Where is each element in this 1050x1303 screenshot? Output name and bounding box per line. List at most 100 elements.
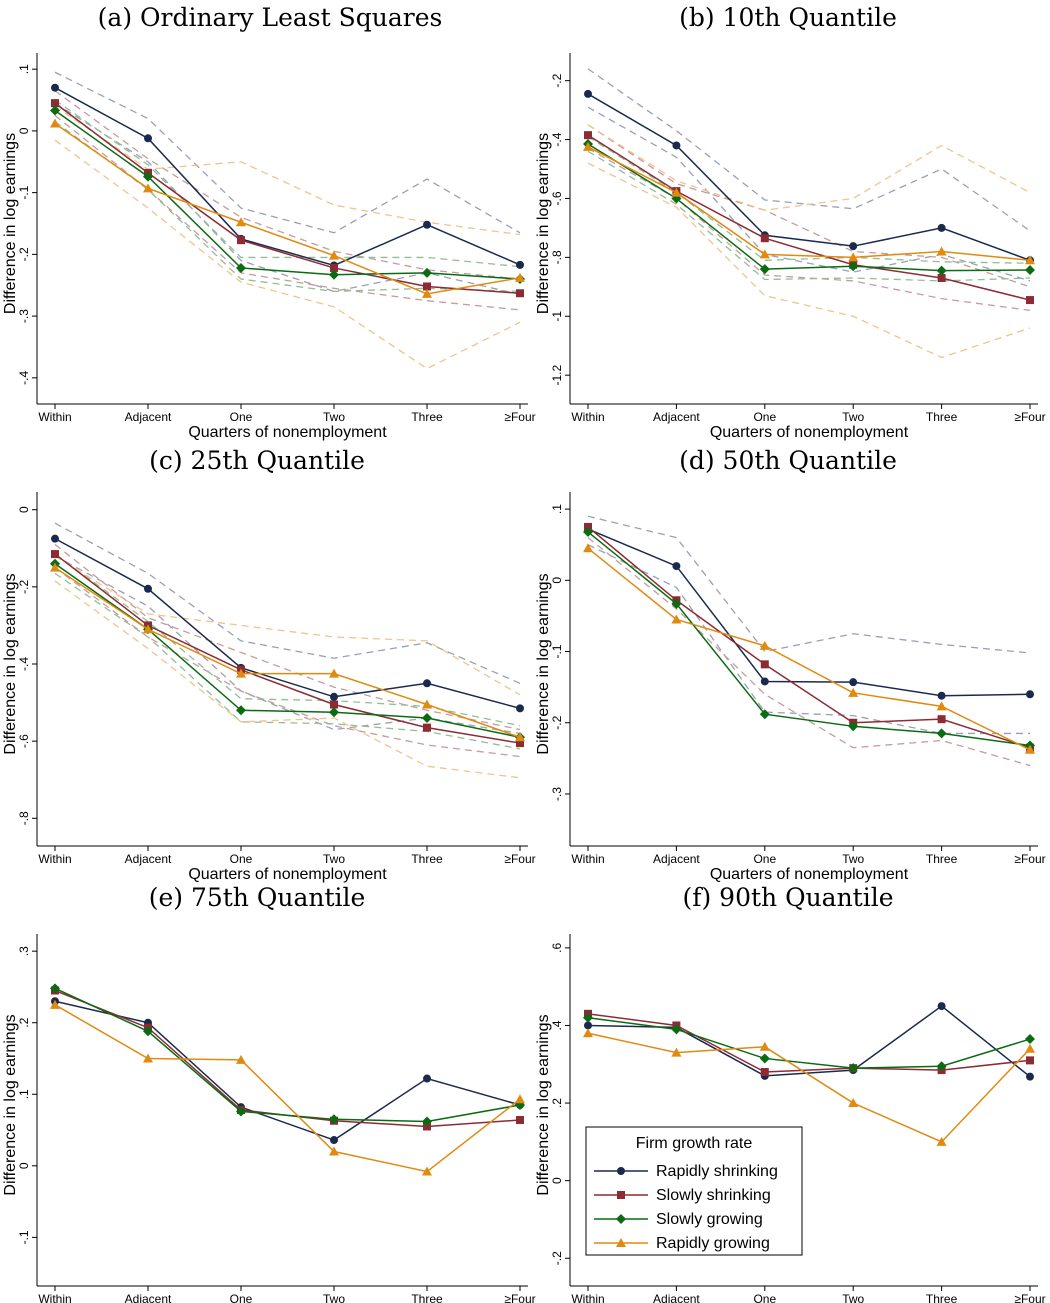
data-point — [423, 723, 431, 732]
data-point — [330, 263, 338, 272]
data-point — [760, 660, 769, 669]
series-rapidly-growing — [583, 141, 1035, 265]
data-point — [423, 1122, 431, 1131]
series-line-slowly-growing — [587, 143, 1031, 272]
data-point — [583, 543, 593, 553]
data-point — [672, 562, 681, 571]
y-tick-label: 0 — [550, 1177, 564, 1184]
legend-item-rapidly-shrinking: Rapidly shrinking — [594, 1163, 778, 1180]
y-tick-label: -.4 — [17, 371, 31, 385]
y-tick-label: 0 — [17, 127, 31, 134]
series-rapidly-growing — [50, 118, 525, 298]
series-line-rapidly-shrinking — [587, 528, 1031, 697]
ci-line-slowly-shrinking-upper — [54, 90, 521, 280]
ci-line-rapidly-growing-lower — [54, 580, 521, 779]
series-line-rapidly-growing — [587, 146, 1031, 262]
panel-title: (d) 50th Quantile — [679, 446, 897, 475]
panel-title: (f) 90th Quantile — [682, 883, 893, 912]
x-tick-label: Within — [571, 852, 604, 866]
ci-line-rapidly-shrinking-upper — [587, 68, 1031, 232]
ci-line-slowly-growing-upper — [587, 136, 1031, 264]
y-axis-label: Difference in log earnings — [2, 573, 19, 754]
series-line-slowly-growing — [587, 1016, 1031, 1069]
y-tick-label: -.2 — [550, 73, 564, 87]
data-point — [50, 562, 60, 572]
y-tick-label: -.3 — [550, 787, 564, 801]
data-point — [50, 999, 60, 1009]
series-rapidly-shrinking — [584, 1002, 1034, 1081]
x-tick-label: Adjacent — [653, 1292, 700, 1303]
data-point — [51, 99, 59, 108]
x-tick-label: One — [753, 852, 776, 866]
data-point — [671, 1047, 682, 1057]
x-tick-label: ≥Four — [504, 1292, 535, 1303]
data-point — [422, 699, 432, 709]
series-rapidly-growing — [583, 543, 1035, 754]
data-point — [329, 707, 339, 718]
data-point — [236, 262, 246, 273]
x-tick-label: One — [230, 852, 253, 866]
series-slowly-shrinking — [51, 550, 524, 748]
data-point — [848, 1098, 859, 1108]
data-point — [516, 260, 524, 269]
x-tick-label: Adjacent — [653, 410, 700, 424]
ci-line-rapidly-shrinking-lower — [587, 106, 1031, 282]
data-point — [236, 1054, 246, 1064]
series-rapidly-growing — [50, 562, 525, 742]
x-tick-label: Three — [411, 852, 443, 866]
panel-title: (a) Ordinary Least Squares — [98, 3, 443, 32]
ci-line-slowly-shrinking-lower — [54, 114, 521, 311]
data-point — [51, 550, 59, 559]
ci-line-slowly-growing-upper — [54, 553, 521, 727]
data-point — [516, 704, 524, 713]
x-tick-label: Within — [38, 1292, 71, 1303]
data-point — [423, 1074, 431, 1083]
data-point — [236, 705, 246, 716]
legend-marker — [616, 1214, 626, 1224]
x-tick-label: Two — [842, 410, 864, 424]
legend-label: Rapidly shrinking — [656, 1163, 778, 1180]
x-tick-label: One — [753, 1292, 776, 1303]
series-slowly-growing — [50, 558, 525, 743]
ci-line-rapidly-shrinking-upper — [54, 71, 521, 234]
series-line-slowly-shrinking — [587, 526, 1031, 749]
x-tick-label: Adjacent — [125, 1292, 172, 1303]
y-axis-label: Difference in log earnings — [2, 1014, 19, 1195]
panel-title: (c) 25th Quantile — [149, 446, 365, 475]
data-point — [329, 269, 339, 280]
series-slowly-shrinking — [51, 986, 524, 1131]
data-point — [848, 687, 859, 697]
series-line-rapidly-growing — [54, 1004, 521, 1173]
data-point — [422, 1166, 432, 1176]
data-point — [672, 141, 681, 150]
panel-3: (c) 25th Quantile 0 -.2 -.4 -.6 -.8 Within Adja… — [2, 446, 536, 883]
x-axis-label: Quarters of nonemployment — [710, 424, 909, 441]
panel-title: (e) 75th Quantile — [149, 883, 366, 912]
series-rapidly-growing — [50, 999, 525, 1176]
y-tick-label: .4 — [550, 1020, 564, 1030]
data-point — [936, 701, 947, 711]
ci-line-slowly-growing-lower — [587, 150, 1031, 282]
ci-line-rapidly-growing-lower — [54, 139, 521, 370]
y-tick-label: 0 — [17, 1162, 31, 1169]
legend-item-rapidly-growing: Rapidly growing — [594, 1235, 770, 1252]
ci-line-rapidly-growing-upper — [54, 105, 521, 236]
ci-line-rapidly-shrinking-upper — [54, 522, 521, 684]
data-point — [515, 272, 525, 282]
data-point — [422, 713, 432, 723]
x-axis-label: Quarters of nonemployment — [188, 424, 387, 441]
x-tick-label: Two — [842, 852, 864, 866]
data-point — [759, 709, 770, 720]
series-rapidly-shrinking — [51, 534, 524, 713]
data-point — [759, 264, 770, 275]
x-tick-label: Adjacent — [125, 852, 172, 866]
data-point — [937, 273, 946, 282]
x-tick-label: Adjacent — [653, 852, 700, 866]
data-point — [236, 217, 246, 227]
data-point — [936, 1061, 947, 1072]
legend-item-slowly-growing: Slowly growing — [594, 1211, 763, 1228]
data-point — [759, 1041, 770, 1051]
series-line-rapidly-shrinking — [54, 1000, 521, 1141]
x-tick-label: Three — [411, 410, 443, 424]
